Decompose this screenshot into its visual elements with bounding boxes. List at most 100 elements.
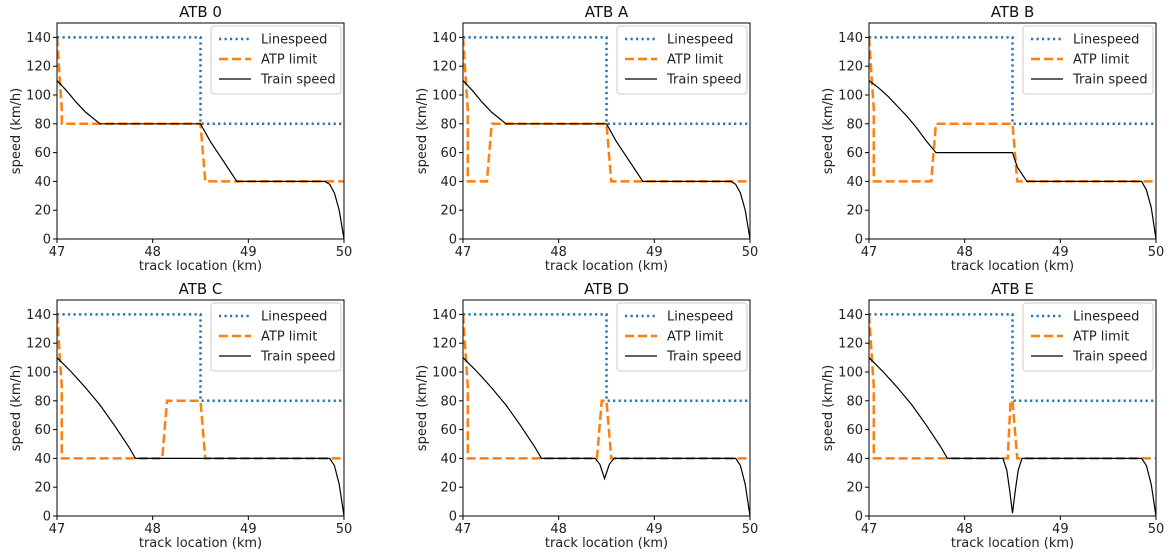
y-axis-label: speed (km/h) [9, 365, 24, 451]
x-axis-label: track location (km) [545, 259, 668, 274]
x-tick-label: 47 [861, 522, 878, 537]
y-tick-label: 80 [440, 117, 457, 132]
series-line-linespeed [869, 36, 1156, 126]
y-tick-label: 120 [26, 60, 51, 75]
chart-panel: ATB A 47 48 49 50 0 20 40 60 80 100 120 140 track loc… [415, 3, 758, 274]
series-group [869, 36, 1156, 239]
x-tick-label: 50 [742, 522, 759, 537]
legend-label-atp-limit: ATP limit [261, 53, 317, 68]
series-group [869, 313, 1156, 516]
y-tick-label: 20 [440, 481, 457, 496]
series-line-train-speed [869, 357, 1156, 516]
axes-frame [868, 299, 1157, 517]
legend-label-linespeed: Linespeed [261, 33, 327, 48]
y-tick-label: 100 [26, 89, 51, 104]
y-tick-label: 80 [846, 117, 863, 132]
x-axis-label: track location (km) [139, 259, 262, 274]
legend-label-linespeed: Linespeed [667, 310, 733, 325]
chart-panel: ATB E 47 48 49 50 0 20 40 60 80 100 120 140 track loc… [821, 280, 1164, 551]
legend-box [1022, 302, 1154, 372]
legend-label-train-speed: Train speed [260, 73, 336, 88]
chart-title: ATB E [991, 280, 1034, 298]
y-tick-label: 80 [846, 394, 863, 409]
chart-panel: ATB D 47 48 49 50 0 20 40 60 80 100 120 140 track loc… [415, 280, 758, 551]
y-tick-label: 140 [838, 308, 863, 323]
legend-label-train-speed: Train speed [1072, 350, 1148, 365]
series-line-atp-limit [869, 314, 1156, 460]
series-line-train-speed [869, 80, 1156, 239]
y-tick-label: 140 [432, 308, 457, 323]
series-line-linespeed [463, 313, 750, 403]
axes-frame [462, 299, 751, 517]
y-tick-label: 60 [440, 423, 457, 438]
chart-title: ATB D [584, 280, 629, 298]
y-axis-label: speed (km/h) [9, 88, 24, 174]
y-tick-label: 120 [838, 337, 863, 352]
x-tick-label: 50 [336, 245, 353, 260]
chart-title: ATB B [991, 3, 1035, 21]
y-tick-label: 0 [43, 233, 51, 248]
chart-panel: ATB C 47 48 49 50 0 20 40 60 80 100 120 140 track loc… [9, 280, 352, 551]
series-line-linespeed [463, 36, 750, 126]
legend: Linespeed ATP limit Train speed [616, 302, 748, 372]
axes-frame [462, 22, 751, 240]
y-tick-label: 40 [34, 175, 51, 190]
x-tick-label: 50 [1148, 245, 1165, 260]
y-tick-label: 100 [432, 89, 457, 104]
y-tick-label: 0 [449, 510, 457, 525]
y-axis-label: speed (km/h) [821, 365, 836, 451]
y-tick-label: 60 [34, 423, 51, 438]
series-group [463, 36, 750, 239]
x-tick-label: 48 [956, 245, 973, 260]
y-tick-label: 140 [838, 31, 863, 46]
x-axis-label: track location (km) [139, 536, 262, 551]
y-tick-label: 20 [846, 204, 863, 219]
series-line-atp-limit [57, 37, 344, 183]
legend-box [616, 25, 748, 95]
y-tick-label: 100 [432, 366, 457, 381]
y-tick-label: 40 [440, 175, 457, 190]
y-tick-label: 140 [26, 308, 51, 323]
x-tick-label: 49 [646, 522, 663, 537]
legend-label-train-speed: Train speed [666, 350, 742, 365]
legend-label-linespeed: Linespeed [261, 310, 327, 325]
legend-label-train-speed: Train speed [666, 73, 742, 88]
x-tick-label: 47 [861, 245, 878, 260]
y-tick-label: 40 [846, 175, 863, 190]
y-tick-label: 40 [846, 452, 863, 467]
series-line-train-speed [463, 357, 750, 516]
x-tick-label: 49 [240, 522, 257, 537]
y-tick-label: 0 [449, 233, 457, 248]
series-group [57, 36, 344, 239]
chart-title: ATB A [585, 3, 629, 21]
x-tick-label: 47 [455, 245, 472, 260]
y-axis-label: speed (km/h) [415, 365, 430, 451]
y-tick-label: 80 [34, 394, 51, 409]
x-tick-label: 50 [336, 522, 353, 537]
x-axis-label: track location (km) [545, 536, 668, 551]
legend-box [616, 302, 748, 372]
x-tick-label: 50 [742, 245, 759, 260]
y-axis-label: speed (km/h) [821, 88, 836, 174]
legend-label-atp-limit: ATP limit [667, 330, 723, 345]
legend: Linespeed ATP limit Train speed [1022, 302, 1154, 372]
y-tick-label: 100 [838, 366, 863, 381]
chart-panel: ATB 0 47 48 49 50 0 20 40 60 80 100 120 140 track loc… [9, 3, 352, 274]
y-tick-label: 60 [846, 146, 863, 161]
series-line-atp-limit [869, 37, 1156, 183]
series-line-train-speed [57, 80, 344, 239]
y-tick-label: 120 [26, 337, 51, 352]
legend-box [210, 25, 342, 95]
y-tick-label: 120 [838, 60, 863, 75]
legend-label-linespeed: Linespeed [667, 33, 733, 48]
series-line-train-speed [463, 80, 750, 239]
y-tick-label: 120 [432, 60, 457, 75]
y-tick-label: 20 [846, 481, 863, 496]
series-line-linespeed [869, 313, 1156, 403]
series-group [463, 313, 750, 516]
y-tick-label: 40 [440, 452, 457, 467]
x-tick-label: 48 [956, 522, 973, 537]
axes-frame [868, 22, 1157, 240]
chart-title: ATB 0 [179, 3, 222, 21]
x-tick-label: 48 [550, 245, 567, 260]
